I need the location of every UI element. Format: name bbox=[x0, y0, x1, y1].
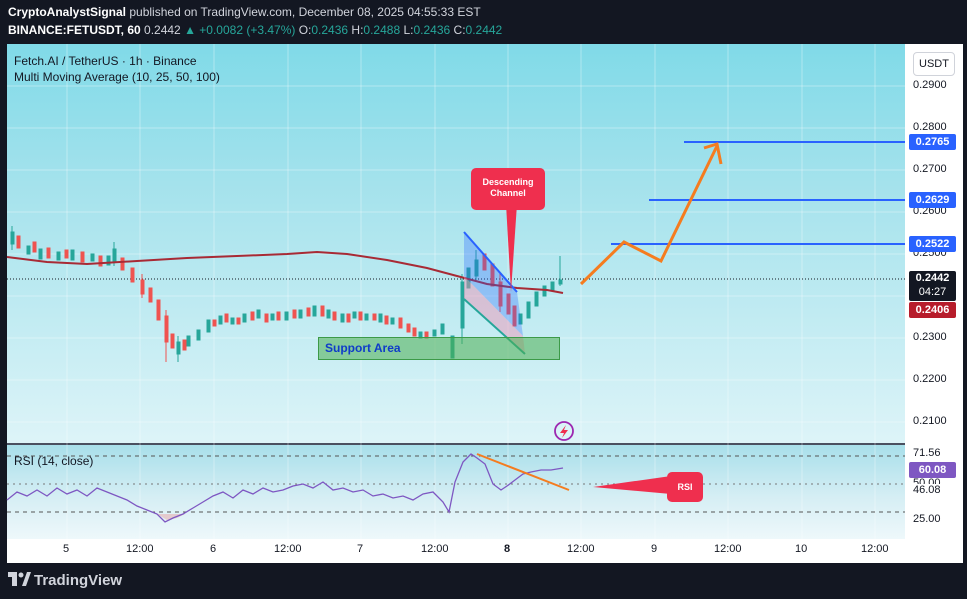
open-label: O: bbox=[298, 23, 312, 37]
candlestick-series bbox=[10, 226, 563, 362]
target-tag-2[interactable]: 0.2629 bbox=[909, 192, 956, 208]
price-tick: 0.2600 bbox=[913, 205, 947, 217]
close-label: C: bbox=[453, 23, 466, 37]
rsi-callout-pointer bbox=[593, 476, 671, 494]
moving-average-tag[interactable]: 0.2406 bbox=[909, 302, 956, 318]
publish-text: published on TradingView.com, December 0… bbox=[126, 5, 481, 19]
channel-upper-fill bbox=[464, 232, 523, 336]
support-area-label: Support Area bbox=[325, 341, 401, 355]
time-tick: 12:00 bbox=[126, 543, 154, 555]
support-area-box[interactable]: Support Area bbox=[318, 337, 560, 360]
indicator-legend[interactable]: Multi Moving Average (10, 25, 50, 100) bbox=[14, 70, 220, 84]
target-tag-3[interactable]: 0.2522 bbox=[909, 236, 956, 252]
projection-arrowhead bbox=[703, 142, 723, 165]
last-price: 0.2442 bbox=[144, 23, 181, 37]
time-tick: 12:00 bbox=[421, 543, 449, 555]
time-tick: 8 bbox=[504, 543, 511, 555]
footer: TradingView bbox=[0, 563, 967, 599]
close-value: 0.2442 bbox=[465, 23, 503, 37]
tradingview-brand[interactable]: TradingView bbox=[8, 572, 122, 589]
time-tick: 12:00 bbox=[274, 543, 302, 555]
ohlc-line: BINANCE:FETUSDT, 60 0.2442 ▲ +0.0082 (+3… bbox=[8, 23, 502, 37]
open-value: 0.2436 bbox=[311, 23, 349, 37]
chart-frame[interactable]: Fetch.AI / TetherUS · 1h · Binance Multi… bbox=[6, 44, 963, 563]
trendline-flash-icon[interactable] bbox=[554, 421, 574, 441]
moving-average-line[interactable] bbox=[6, 250, 564, 294]
publish-line: CryptoAnalystSignal published on Trading… bbox=[8, 5, 481, 19]
author-name[interactable]: CryptoAnalystSignal bbox=[8, 5, 127, 19]
brand-name: TradingView bbox=[34, 572, 123, 589]
price-tick: 0.2800 bbox=[913, 121, 947, 133]
high-value: 0.2488 bbox=[363, 23, 401, 37]
rsi-divergence-line[interactable] bbox=[476, 453, 570, 491]
high-label: H: bbox=[351, 23, 364, 37]
price-tick: 0.2900 bbox=[913, 79, 947, 91]
time-tick: 12:00 bbox=[714, 543, 742, 555]
price-tick: 0.2300 bbox=[913, 331, 947, 343]
rsi-legend[interactable]: RSI (14, close) bbox=[14, 454, 94, 468]
price-change: ▲ +0.0082 (+3.47%) bbox=[184, 23, 296, 37]
time-tick: 9 bbox=[651, 543, 658, 555]
current-price-tag[interactable]: 0.2442 04:27 bbox=[909, 271, 956, 301]
time-tick: 12:00 bbox=[567, 543, 595, 555]
price-tick: 0.2100 bbox=[913, 415, 947, 427]
channel-lower-fill bbox=[464, 276, 525, 354]
time-tick: 12:00 bbox=[861, 543, 889, 555]
bar-countdown: 04:27 bbox=[918, 286, 947, 298]
descending-channel-callout[interactable]: Descending Channel bbox=[471, 168, 545, 210]
publish-header: CryptoAnalystSignal published on Trading… bbox=[0, 0, 967, 44]
rsi-tick: 71.56 bbox=[913, 447, 941, 459]
target-tag-1[interactable]: 0.2765 bbox=[909, 134, 956, 150]
rsi-callout[interactable]: RSI bbox=[667, 472, 703, 502]
rsi-line[interactable] bbox=[6, 453, 564, 523]
time-tick: 10 bbox=[795, 543, 808, 555]
symbol-legend[interactable]: Fetch.AI / TetherUS · 1h · Binance bbox=[14, 54, 197, 68]
time-tick: 5 bbox=[63, 543, 70, 555]
low-value: 0.2436 bbox=[413, 23, 451, 37]
chart-drawing bbox=[6, 44, 905, 539]
time-tick: 6 bbox=[210, 543, 217, 555]
rsi-tick: 46.08 bbox=[913, 484, 941, 496]
currency-button[interactable]: USDT bbox=[913, 52, 955, 76]
rsi-tick-partial: 50.00 bbox=[913, 477, 941, 484]
rsi-tick: 25.00 bbox=[913, 513, 941, 525]
time-tick: 7 bbox=[357, 543, 364, 555]
projection-path[interactable] bbox=[579, 145, 719, 286]
channel-upper-line[interactable] bbox=[463, 231, 518, 293]
callout-pointer bbox=[506, 204, 517, 292]
rsi-value-tag[interactable]: 60.08 bbox=[909, 462, 956, 478]
time-axis[interactable] bbox=[7, 539, 963, 563]
pane-divider[interactable] bbox=[7, 443, 963, 445]
price-tick: 0.2200 bbox=[913, 373, 947, 385]
symbol-line: BINANCE:FETUSDT, 60 bbox=[8, 23, 141, 37]
price-tick: 0.2700 bbox=[913, 163, 947, 175]
low-label: L: bbox=[403, 23, 414, 37]
current-price-value: 0.2442 bbox=[915, 272, 950, 284]
tradingview-logo-icon bbox=[8, 572, 31, 586]
rsi-pane[interactable] bbox=[7, 445, 905, 539]
